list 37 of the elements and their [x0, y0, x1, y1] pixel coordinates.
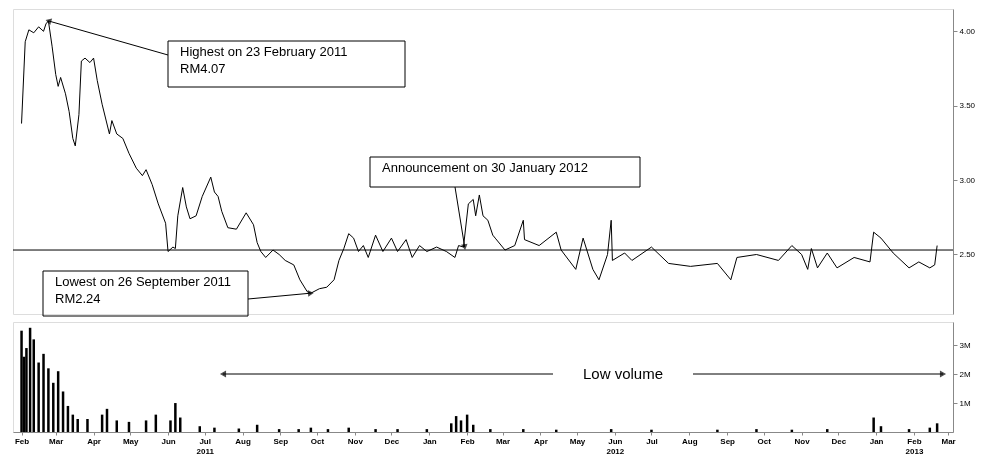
- annotation: Low volume: [582, 365, 664, 382]
- x-tick-label: Feb: [460, 436, 475, 446]
- annotation: Announcement on 30 January 2012: [382, 160, 588, 175]
- x-tick-label: Jun: [161, 436, 176, 446]
- x-tick-label: Jan: [422, 436, 437, 446]
- y-tick-label: 3.50: [959, 101, 976, 111]
- x-tick-label: Mar: [49, 436, 64, 446]
- x-tick-label: Aug: [235, 436, 251, 446]
- x-tick-label: May: [122, 436, 140, 446]
- y-tick-label: 3M: [959, 340, 971, 350]
- x-tick-label: Sep: [720, 436, 736, 446]
- x-tick-label: Mar: [941, 436, 956, 446]
- x-tick-label: Oct: [310, 436, 325, 446]
- x-tick-label: Jan: [869, 436, 884, 446]
- y-tick-label: 3.00: [959, 175, 976, 185]
- y-tick-label: 4.00: [959, 26, 976, 36]
- x-tick-label: Apr: [87, 436, 101, 446]
- x-tick-label: Apr: [533, 436, 548, 446]
- x-tick-label: Nov: [794, 436, 811, 446]
- x-tick-label: Jun 2012: [606, 436, 625, 456]
- x-tick-label: Feb: [14, 436, 30, 446]
- x-tick-label: Mar: [495, 436, 511, 446]
- x-tick-label: Jul: [646, 436, 658, 446]
- x-tick-label: Sep: [273, 436, 289, 446]
- x-tick-label: Dec: [831, 436, 847, 446]
- x-tick-label: Nov: [347, 436, 364, 446]
- x-tick-label: Aug: [682, 436, 698, 446]
- x-tick-label: Feb 2013: [905, 436, 924, 456]
- y-tick-label: 2.50: [959, 249, 976, 259]
- y-tick-label: 2M: [959, 369, 971, 379]
- x-tick-label: Oct: [757, 436, 772, 446]
- annotation: Highest on 23 February 2011 RM4.07: [180, 44, 348, 76]
- x-tick-label: Dec: [384, 436, 400, 446]
- x-tick-label: May: [569, 436, 586, 446]
- y-tick-label: 1M: [959, 398, 971, 408]
- annotation: Lowest on 26 September 2011 RM2.24: [55, 274, 232, 306]
- x-tick-label: Jul 2011: [196, 436, 215, 456]
